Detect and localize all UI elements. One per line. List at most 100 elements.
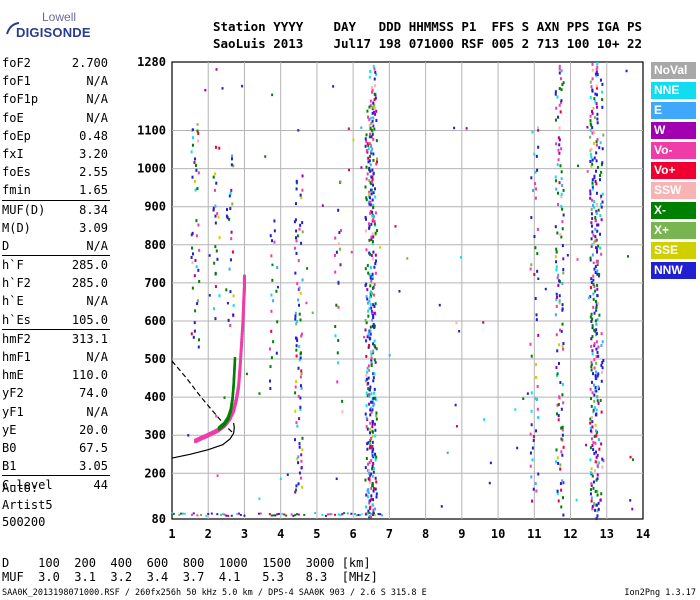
echo-point (368, 226, 371, 230)
echo-point (230, 230, 233, 234)
echo-point (555, 304, 558, 308)
param-value: 3.05 (79, 459, 108, 474)
echo-point (562, 257, 565, 261)
band-point (285, 514, 288, 517)
header-labels-11: PS (627, 19, 643, 34)
echo-point (365, 165, 368, 169)
noise-point (337, 282, 340, 285)
echo-point (557, 418, 560, 422)
echo-point (596, 272, 599, 276)
echo-point (532, 487, 535, 491)
echo-point (194, 157, 197, 161)
echo-point (371, 429, 374, 433)
noise-point (586, 170, 589, 173)
echo-point (375, 72, 378, 76)
echo-point (590, 237, 593, 241)
param-value: N/A (86, 74, 108, 89)
header-values-row: SaoLuis 2013 Jul17 198 071000 RSF 005 2 … (213, 36, 642, 51)
echo-point (269, 234, 272, 238)
echo-point (535, 154, 538, 158)
echo-point (591, 352, 594, 356)
legend-vo-: Vo+ (651, 162, 696, 179)
station-header: Station YYYY DAY DDD HHMMSS P1 FFS S AXN… (213, 18, 642, 52)
echo-point (596, 62, 599, 66)
header-values-1: 2013 (273, 36, 304, 51)
echo-point (368, 299, 371, 303)
echo-point (374, 231, 377, 235)
echo-point (560, 177, 563, 181)
echo-point (590, 224, 593, 228)
echo-point (596, 93, 599, 97)
echo-point (214, 145, 217, 149)
band-point (205, 514, 208, 517)
echo-point (365, 217, 368, 221)
echo-point (371, 276, 374, 280)
o-trace-point (240, 341, 244, 346)
echo-point (368, 142, 371, 146)
echo-point (536, 227, 539, 231)
echo-point (372, 316, 375, 320)
echo-point (297, 394, 300, 398)
band-point (377, 513, 380, 516)
band-point (238, 512, 241, 515)
echo-point (365, 505, 368, 509)
echo-point (559, 381, 562, 385)
echo-point (561, 425, 564, 429)
echo-point (590, 277, 593, 281)
echo-point (593, 156, 596, 160)
echo-point (371, 105, 374, 109)
echo-point (370, 349, 373, 353)
echo-point (371, 239, 374, 243)
echo-point (561, 428, 564, 432)
scaled-parameters-panel: foF2 2.700 foF1 N/A foF1p N/A foE N/A foEp 0.48 fx… (2, 54, 110, 495)
echo-point (225, 208, 228, 212)
echo-point (299, 291, 302, 295)
echo-point (193, 329, 196, 333)
echo-point (190, 150, 193, 154)
param-row: foE N/A (2, 109, 110, 127)
echo-point (591, 243, 594, 247)
echo-point (298, 344, 301, 348)
echo-point (601, 90, 604, 94)
echo-point (562, 268, 565, 272)
o-trace-point (241, 314, 245, 319)
echo-point (295, 229, 298, 233)
header-labels-8: AXN (536, 19, 560, 34)
echo-point (232, 304, 235, 308)
band-point (276, 513, 279, 516)
echo-point (374, 458, 377, 462)
echo-point (599, 173, 602, 177)
echo-point (298, 445, 301, 449)
echo-point (374, 253, 377, 257)
noise-point (216, 474, 219, 477)
echo-point (593, 240, 596, 244)
echo-point (366, 366, 369, 370)
echo-point (374, 487, 377, 491)
echo-point (589, 286, 592, 290)
echo-point (561, 244, 564, 248)
echo-point (596, 73, 599, 77)
param-name: foE (2, 110, 24, 125)
echo-point (589, 315, 592, 319)
echo-point (373, 372, 376, 376)
echo-point (194, 188, 197, 192)
echo-point (367, 471, 370, 475)
echo-point (594, 429, 597, 433)
echo-point (334, 325, 337, 329)
echo-point (374, 452, 377, 456)
echo-point (375, 347, 378, 351)
noise-point (629, 455, 632, 459)
param-value: 0.48 (79, 128, 108, 143)
echo-point (229, 207, 232, 211)
echo-point (591, 349, 594, 353)
band-point (324, 514, 327, 517)
echo-point (591, 178, 594, 182)
echo-point (371, 180, 374, 184)
echo-point (595, 84, 598, 88)
echo-point (600, 492, 603, 496)
noise-point (208, 254, 211, 257)
echo-point (590, 380, 593, 384)
echo-point (592, 106, 595, 110)
echo-point (529, 451, 532, 455)
echo-point (536, 252, 539, 256)
